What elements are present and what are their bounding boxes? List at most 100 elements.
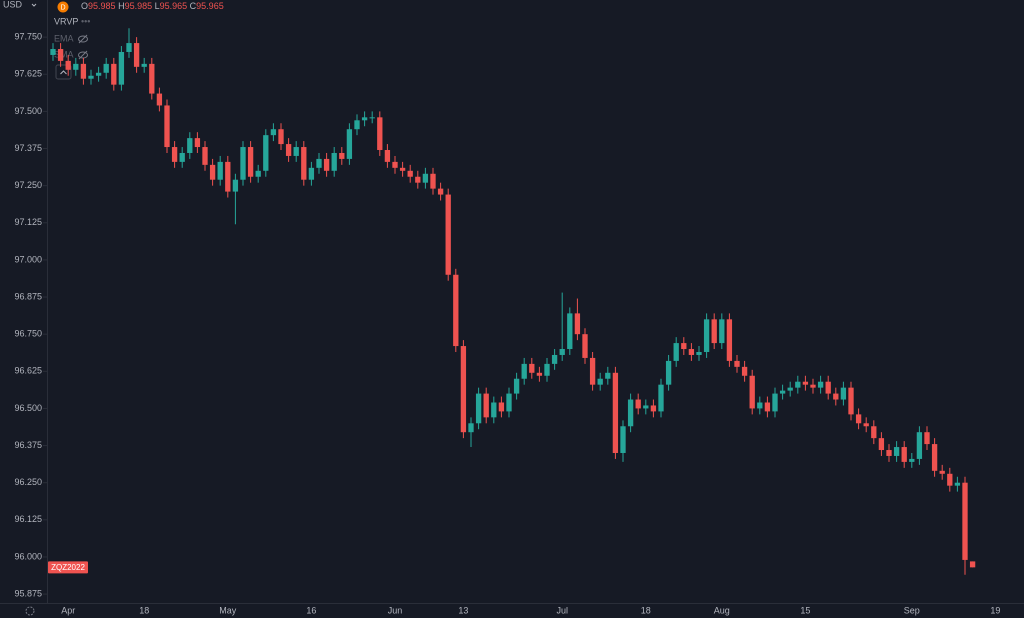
candle-body: [491, 402, 497, 418]
candle-body: [871, 426, 877, 439]
candle-body: [73, 63, 79, 70]
candle-body: [673, 343, 679, 361]
y-tick-label: 95.875: [14, 588, 42, 598]
x-tick-label: 19: [990, 605, 1000, 615]
candle-body: [331, 152, 337, 171]
ohlc-label: H: [118, 1, 125, 11]
candle-body: [536, 372, 543, 376]
y-tick-label: 96.375: [14, 440, 42, 450]
candle-body: [133, 43, 140, 67]
candle-body: [916, 432, 923, 459]
y-tick-label: 96.000: [14, 551, 42, 561]
candle-body: [270, 129, 277, 136]
y-tick-label: 96.250: [14, 477, 42, 487]
y-tick-label: 97.250: [14, 180, 42, 190]
candle-body: [111, 63, 117, 85]
ohlc-value: 95.965: [160, 1, 188, 11]
candle-body: [863, 423, 869, 427]
candle-body: [658, 384, 664, 412]
candle-body: [377, 117, 383, 151]
candle-body: [627, 399, 634, 427]
y-tick-label: 96.875: [14, 291, 42, 301]
candle-body: [954, 482, 961, 486]
indicator-name[interactable]: EMA: [54, 33, 74, 43]
candle-body: [498, 402, 505, 412]
candle-body: [468, 423, 474, 433]
y-tick-label: 97.625: [14, 69, 42, 79]
candle-body: [301, 147, 307, 180]
candle-body: [232, 179, 239, 192]
candle-body: [354, 120, 360, 130]
candle-body: [840, 387, 847, 400]
candle-body: [80, 63, 87, 79]
candle-body: [924, 432, 930, 445]
interval-icon: D: [60, 4, 65, 11]
y-tick-label: 96.500: [14, 403, 42, 413]
candle-body: [582, 334, 588, 358]
candle-body: [95, 72, 102, 76]
candle-body: [316, 158, 322, 168]
candle-body: [346, 129, 353, 159]
y-tick-label: 96.125: [14, 514, 42, 524]
last-price-tag: [48, 561, 88, 574]
candle-body: [278, 129, 284, 145]
candle-body: [559, 349, 565, 355]
candle-body: [726, 319, 733, 361]
candle-body: [57, 49, 64, 61]
ohlc-label: C: [190, 1, 197, 11]
candle-body: [787, 387, 793, 391]
candle-body: [149, 63, 155, 94]
candle-body: [802, 381, 809, 385]
candle-body: [103, 63, 109, 73]
ohlc-value: 95.965: [196, 1, 224, 11]
candle-body: [126, 43, 132, 52]
x-tick-label: Sep: [904, 605, 920, 615]
candle-body: [597, 378, 603, 385]
candle-body: [164, 105, 170, 148]
candle-body: [681, 343, 687, 350]
candle-body: [475, 393, 482, 424]
candle-body: [825, 381, 831, 394]
x-tick-label: 15: [800, 605, 810, 615]
candle-body: [521, 363, 527, 379]
indicator-name[interactable]: SMA: [54, 49, 74, 59]
ohlc-label: L: [155, 1, 160, 11]
candle-body: [734, 360, 740, 367]
candle-body: [696, 351, 702, 355]
x-tick-label: 13: [458, 605, 468, 615]
candle-body: [171, 147, 178, 162]
ohlc-value: 95.985: [125, 1, 153, 11]
ohlc-legend: O95.985 H95.985 L95.965 C95.965: [81, 1, 224, 11]
candle-body: [156, 93, 163, 106]
candle-body: [209, 164, 216, 180]
currency[interactable]: USD: [3, 0, 23, 9]
currency-caret: [31, 3, 37, 7]
x-tick-label: Aug: [714, 605, 730, 615]
visibility-icon[interactable]: [78, 35, 88, 43]
candle-body: [483, 393, 489, 418]
candle-body: [688, 349, 695, 355]
settings-icon[interactable]: [25, 606, 35, 616]
candle-body: [749, 375, 755, 409]
candle-body: [635, 399, 641, 409]
candle-body: [308, 167, 315, 180]
candle-body: [901, 447, 907, 462]
candle-body: [643, 405, 649, 409]
candle-body: [415, 176, 421, 183]
candle-body: [65, 60, 71, 70]
x-tick-label: Jul: [556, 605, 568, 615]
candle-body: [384, 150, 391, 162]
ohlc-label: O: [81, 1, 88, 11]
x-tick-label: 18: [139, 605, 149, 615]
visibility-icon-strike: [78, 34, 88, 44]
candle-body: [711, 319, 717, 344]
candle-body: [263, 135, 269, 171]
indicator-menu[interactable]: •••: [81, 16, 90, 26]
y-tick-label: 96.625: [14, 366, 42, 376]
candle-body: [422, 173, 429, 183]
candle-body: [855, 414, 862, 424]
candle-body: [567, 313, 573, 350]
indicator-name[interactable]: VRVP: [54, 16, 78, 26]
